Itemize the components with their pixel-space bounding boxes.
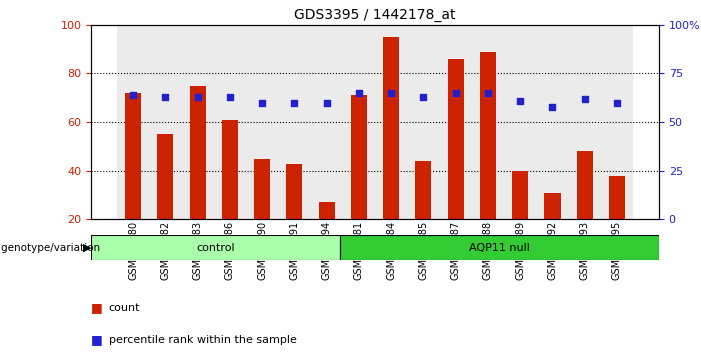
Bar [609,176,625,219]
Bar [416,161,432,219]
Text: AQP11 null: AQP11 null [469,243,530,253]
Point [547,104,558,109]
Point [386,90,397,96]
Bar [311,25,343,219]
Bar [254,159,270,219]
Point [257,100,268,105]
Bar [189,86,205,219]
Bar [383,37,400,219]
Bar [286,164,302,219]
Title: GDS3395 / 1442178_at: GDS3395 / 1442178_at [294,8,456,22]
Bar [91,235,339,260]
Text: genotype/variation: genotype/variation [1,243,103,253]
Bar [278,25,311,219]
Point [224,94,236,99]
Bar [125,93,141,219]
Bar [440,25,472,219]
Point [321,100,332,105]
Bar [117,25,149,219]
Bar [182,25,214,219]
Bar [569,25,601,219]
Point [192,94,203,99]
Bar [157,134,173,219]
Bar [350,95,367,219]
Point [579,96,590,102]
Point [353,90,365,96]
Bar [149,25,182,219]
Point [611,100,622,105]
Point [418,94,429,99]
Bar [214,25,246,219]
Bar [512,171,529,219]
Bar [318,202,334,219]
Text: control: control [196,243,235,253]
Bar [407,25,440,219]
Text: ▶: ▶ [83,243,91,253]
Point [160,94,171,99]
Point [482,90,494,96]
Text: ■: ■ [91,333,103,346]
Bar [448,59,464,219]
Bar [343,25,375,219]
Text: ■: ■ [91,302,103,314]
Bar [504,25,536,219]
Point [515,98,526,103]
Bar [536,25,569,219]
Bar [601,25,633,219]
Text: count: count [109,303,140,313]
Bar [472,25,504,219]
Bar [222,120,238,219]
Point [450,90,461,96]
Bar [375,25,407,219]
Point [128,92,139,98]
Bar [545,193,561,219]
Bar [577,152,593,219]
Bar [339,235,659,260]
Bar [480,52,496,219]
Point [289,100,300,105]
Bar [246,25,278,219]
Text: percentile rank within the sample: percentile rank within the sample [109,335,297,345]
